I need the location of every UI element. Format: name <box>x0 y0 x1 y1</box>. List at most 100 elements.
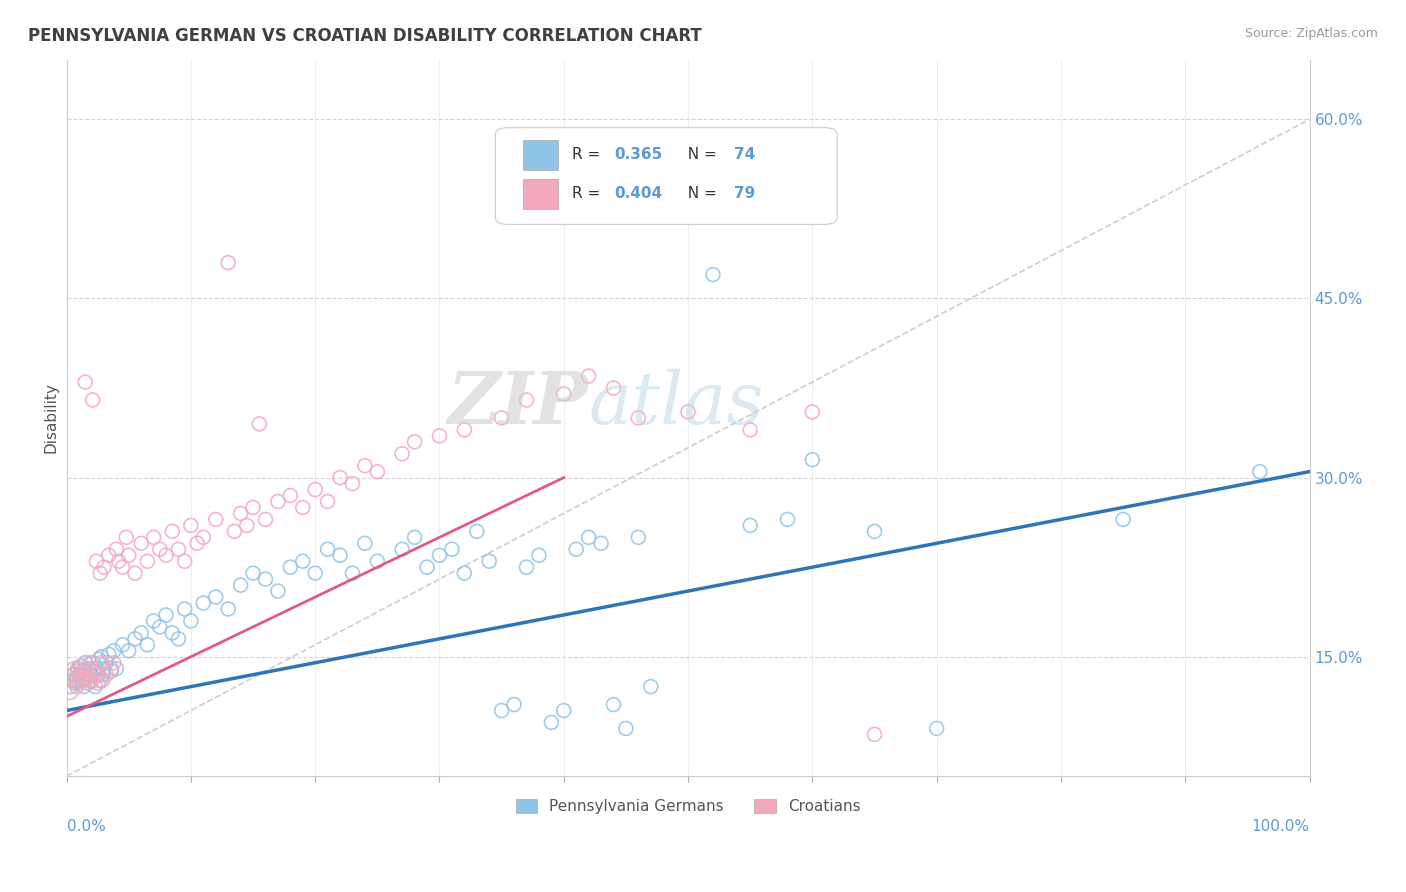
Point <box>316 494 339 508</box>
Point <box>111 638 134 652</box>
Y-axis label: Disability: Disability <box>44 383 58 453</box>
Point <box>89 673 111 688</box>
Point <box>267 494 290 508</box>
Point <box>103 656 125 670</box>
Point <box>66 662 89 676</box>
Point <box>69 659 91 673</box>
Point <box>193 530 215 544</box>
Point <box>87 667 110 681</box>
Legend: Pennsylvania Germans, Croatians: Pennsylvania Germans, Croatians <box>509 793 866 820</box>
Point <box>186 536 208 550</box>
Point <box>73 680 96 694</box>
Point <box>242 500 264 515</box>
Point <box>167 632 190 646</box>
Point <box>96 667 118 681</box>
Point <box>155 607 177 622</box>
Point <box>180 518 202 533</box>
Point <box>527 548 550 562</box>
Point <box>91 667 114 681</box>
Point <box>72 673 94 688</box>
Point <box>86 662 108 676</box>
Point <box>84 680 107 694</box>
Point <box>142 530 165 544</box>
Point <box>83 662 105 676</box>
Point <box>236 518 259 533</box>
Point <box>91 673 114 688</box>
Point <box>69 667 91 681</box>
Text: ZIP: ZIP <box>447 368 589 439</box>
Point <box>676 195 699 210</box>
Point <box>614 722 637 736</box>
Point <box>702 268 724 282</box>
Point <box>578 369 600 384</box>
Point <box>59 680 82 694</box>
Point <box>93 662 115 676</box>
Text: 100.0%: 100.0% <box>1251 819 1309 834</box>
Point <box>254 572 277 586</box>
Point <box>118 644 141 658</box>
Point <box>553 387 575 401</box>
Point <box>124 566 146 581</box>
Point <box>863 524 886 539</box>
Point <box>640 680 662 694</box>
Point <box>107 554 129 568</box>
Point <box>491 410 513 425</box>
Point <box>149 620 172 634</box>
Point <box>118 548 141 562</box>
Point <box>82 656 104 670</box>
Text: PENNSYLVANIA GERMAN VS CROATIAN DISABILITY CORRELATION CHART: PENNSYLVANIA GERMAN VS CROATIAN DISABILI… <box>28 27 702 45</box>
Point <box>75 656 97 670</box>
Point <box>329 548 352 562</box>
Point <box>75 375 97 389</box>
Text: 0.365: 0.365 <box>614 147 664 162</box>
Point <box>578 530 600 544</box>
Point <box>217 602 239 616</box>
Point <box>136 638 159 652</box>
Point <box>162 625 184 640</box>
Text: N =: N = <box>678 147 721 162</box>
Point <box>366 554 388 568</box>
Point <box>63 662 86 676</box>
Text: 0.0%: 0.0% <box>66 819 105 834</box>
Point <box>278 560 301 574</box>
Point <box>65 673 87 688</box>
Point <box>329 470 352 484</box>
Point <box>242 566 264 581</box>
Point <box>267 584 290 599</box>
Point <box>342 566 364 581</box>
Point <box>96 656 118 670</box>
Text: 79: 79 <box>734 186 755 201</box>
Point <box>136 554 159 568</box>
Point <box>540 715 562 730</box>
Point <box>204 590 226 604</box>
Point <box>65 680 87 694</box>
Point <box>404 434 426 449</box>
Point <box>925 722 948 736</box>
Point <box>366 465 388 479</box>
Point <box>100 664 122 678</box>
Point <box>404 530 426 544</box>
Bar <box>523 140 558 170</box>
Point <box>84 667 107 681</box>
Point <box>224 524 246 539</box>
Point <box>142 614 165 628</box>
Point <box>90 656 112 670</box>
Point <box>86 676 108 690</box>
Point <box>602 698 624 712</box>
Point <box>491 704 513 718</box>
Point <box>515 392 537 407</box>
Text: 0.404: 0.404 <box>614 186 662 201</box>
FancyBboxPatch shape <box>495 128 837 225</box>
Point <box>129 625 152 640</box>
Point <box>465 524 488 539</box>
Point <box>453 566 475 581</box>
Point <box>304 483 326 497</box>
Point <box>80 673 103 688</box>
Point <box>173 602 195 616</box>
Point <box>100 662 122 676</box>
Point <box>149 542 172 557</box>
Point <box>627 410 650 425</box>
Point <box>62 673 84 688</box>
Point <box>103 644 125 658</box>
Point <box>65 676 87 690</box>
